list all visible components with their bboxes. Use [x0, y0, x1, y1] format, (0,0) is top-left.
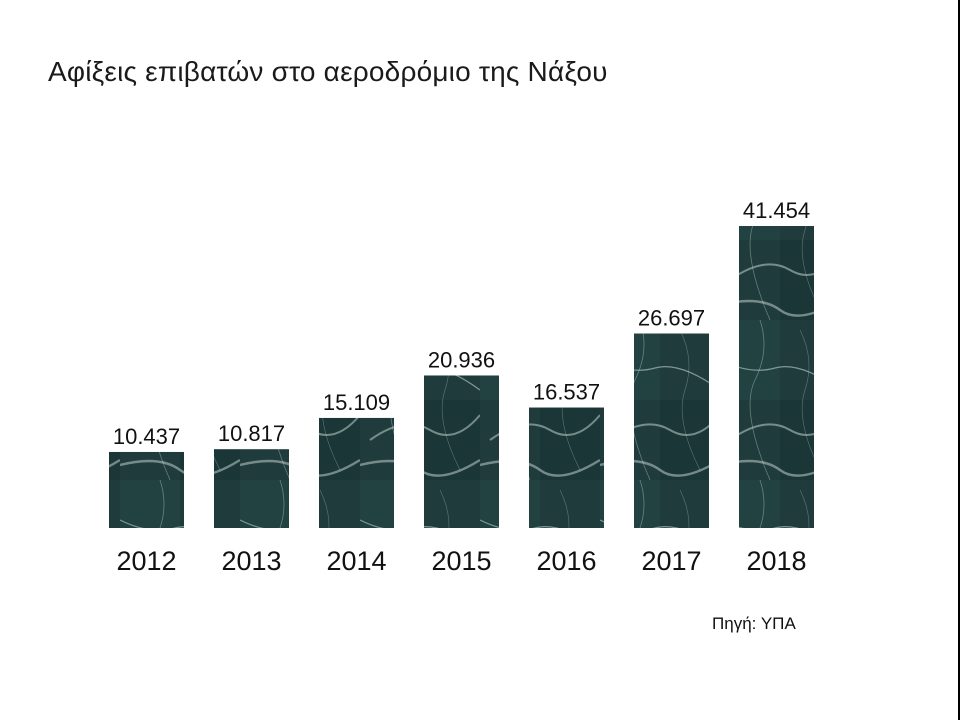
bar-2014: [319, 417, 394, 528]
bar-2018: [739, 226, 814, 528]
source-note: Πηγή: ΥΠΑ: [712, 614, 796, 633]
value-label-2016: 16.537: [533, 380, 600, 405]
x-tick-label-2015: 2015: [431, 546, 491, 576]
value-label-2015: 20.936: [428, 347, 495, 372]
x-tick-label-2017: 2017: [641, 546, 701, 576]
value-label-2012: 10.437: [113, 424, 180, 449]
bars-group: [109, 226, 814, 528]
value-label-2017: 26.697: [638, 306, 705, 331]
x-tick-label-2014: 2014: [326, 546, 386, 576]
bar-2015: [424, 375, 499, 528]
bar-2017: [634, 333, 709, 528]
x-tick-label-2016: 2016: [536, 546, 596, 576]
value-labels-group: 10.437 10.817 15.109 20.936 16.537 26.697 41.4…: [113, 198, 810, 449]
x-tick-labels-group: 2012 2013 2014 2015 2016 2017 2018: [116, 546, 806, 576]
x-tick-label-2018: 2018: [746, 546, 806, 576]
bar-2012: [109, 451, 184, 528]
chart-title: Αφίξεις επιβατών στο αεροδρόμιο της Νάξο…: [48, 56, 608, 87]
value-label-2013: 10.817: [218, 421, 285, 446]
bar-2013: [214, 449, 289, 528]
x-tick-label-2012: 2012: [116, 546, 176, 576]
bar-2016: [529, 407, 604, 528]
value-label-2014: 15.109: [323, 390, 390, 415]
x-tick-label-2013: 2013: [221, 546, 281, 576]
value-label-2018: 41.454: [743, 198, 810, 223]
